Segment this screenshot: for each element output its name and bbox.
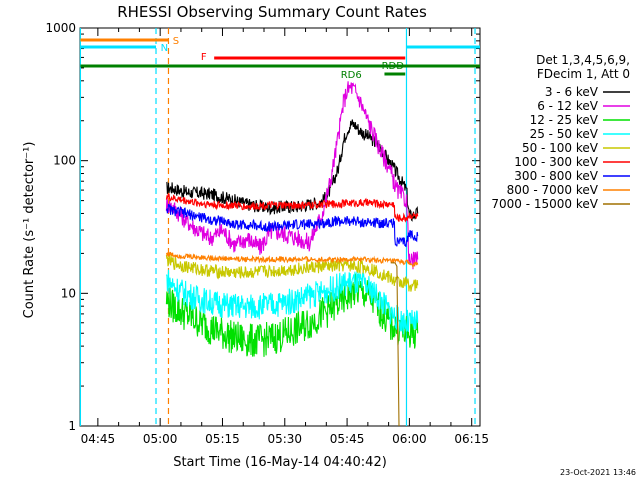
series-line-2 bbox=[165, 81, 419, 270]
y-axis-label: Count Rate (s⁻¹ detector⁻¹) bbox=[22, 142, 37, 319]
x-tick-label: 04:45 bbox=[81, 432, 116, 446]
series-line-4 bbox=[165, 269, 419, 335]
x-tick-label: 06:00 bbox=[392, 432, 427, 446]
legend-label: 800 - 7000 keV bbox=[507, 183, 599, 197]
status-label: F bbox=[201, 52, 207, 63]
status-label: RDD bbox=[382, 61, 405, 72]
y-tick-label: 1 bbox=[68, 419, 76, 433]
status-label: RD6 bbox=[341, 70, 362, 81]
x-tick-label: 05:15 bbox=[205, 432, 240, 446]
legend-label: 100 - 300 keV bbox=[514, 155, 598, 169]
x-tick-label: 05:30 bbox=[267, 432, 302, 446]
x-tick-label: 06:15 bbox=[454, 432, 489, 446]
legend-label: 25 - 50 keV bbox=[530, 127, 599, 141]
x-tick-label: 05:00 bbox=[143, 432, 178, 446]
legend-label: 3 - 6 keV bbox=[545, 85, 599, 99]
series-line-7 bbox=[165, 203, 419, 248]
chart-title: RHESSI Observing Summary Count Rates bbox=[117, 3, 427, 21]
plot-area: 1 10 100 1000 04:45 05:00 05:15 05:30 05:45 06:00… bbox=[45, 21, 489, 446]
timestamp: 23-Oct-2021 13:46 bbox=[560, 468, 636, 477]
legend: Det 1,3,4,5,6,9, FDecim 1, Att 0 3 - 6 k… bbox=[491, 53, 630, 211]
status-label: S bbox=[173, 36, 179, 47]
series-line-5 bbox=[165, 253, 419, 292]
x-axis-label: Start Time (16-May-14 04:40:42) bbox=[173, 455, 387, 470]
x-tick-label: 05:45 bbox=[330, 432, 365, 446]
legend-label: 50 - 100 keV bbox=[522, 141, 599, 155]
legend-label: 300 - 800 keV bbox=[514, 169, 598, 183]
legend-header-line-1: Det 1,3,4,5,6,9, bbox=[536, 53, 630, 67]
status-label: N bbox=[161, 43, 168, 54]
y-tick-label: 100 bbox=[53, 154, 76, 168]
y-tick-label: 10 bbox=[61, 286, 76, 300]
legend-label: 7000 - 15000 keV bbox=[491, 197, 598, 211]
series-line-6 bbox=[165, 192, 419, 223]
series-line-8 bbox=[165, 251, 419, 269]
legend-label: 12 - 25 keV bbox=[530, 113, 599, 127]
series-line-9 bbox=[390, 262, 400, 427]
legend-header-line-2: FDecim 1, Att 0 bbox=[537, 67, 630, 81]
y-tick-label: 1000 bbox=[45, 21, 76, 35]
legend-label: 6 - 12 keV bbox=[537, 99, 599, 113]
